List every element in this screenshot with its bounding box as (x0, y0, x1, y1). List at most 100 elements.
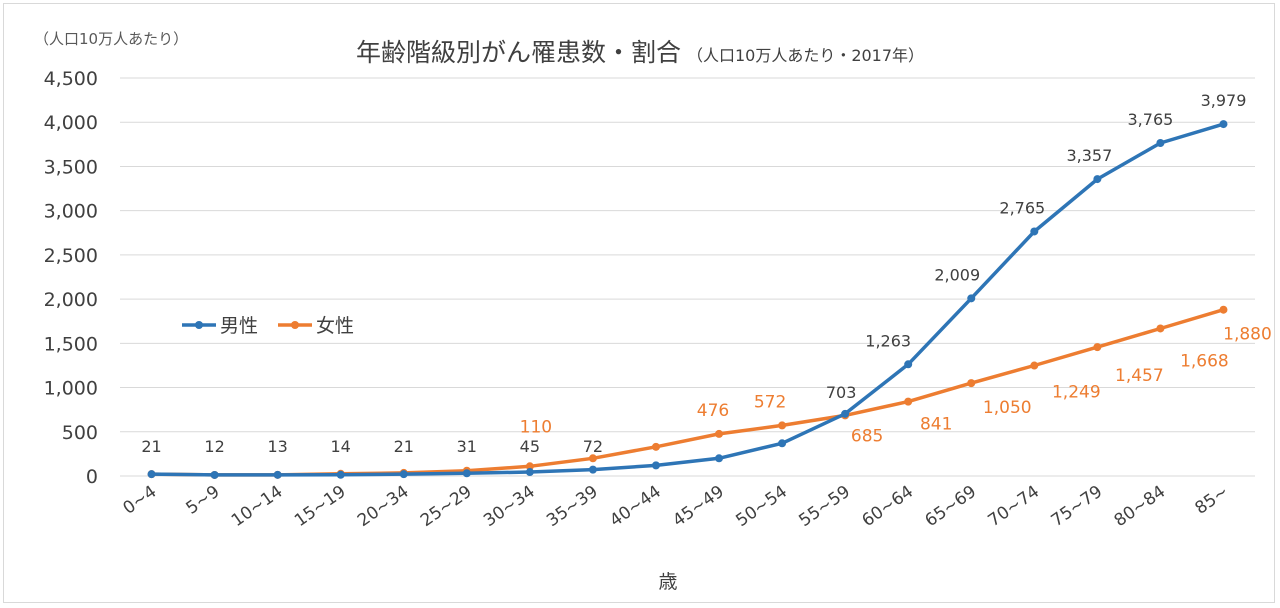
x-axis-ticks: 0~4 5~9 10~14 15~19 20~34 25~29 30~34 35~39 40~4… (120, 482, 1233, 531)
female-data-label: 1,249 (1052, 383, 1101, 403)
male-data-label: 2,009 (934, 265, 980, 284)
male-point (1156, 139, 1165, 148)
male-point (147, 470, 156, 479)
male-point (1030, 227, 1039, 236)
male-point (841, 409, 850, 418)
male-point (651, 461, 660, 470)
male-data-label: 3,765 (1128, 110, 1174, 129)
female-point (588, 454, 597, 463)
y-tick-label: 4,500 (44, 68, 98, 90)
x-axis-label: 歳 (658, 571, 677, 593)
x-tick-label: 30~34 (480, 482, 539, 531)
male-point (1219, 120, 1228, 129)
male-point (336, 470, 345, 479)
female-data-label: 110 (520, 417, 552, 437)
x-tick-label: 55~59 (795, 482, 854, 531)
male-data-label: 21 (394, 437, 414, 456)
female-data-label: 1,050 (983, 398, 1032, 418)
x-tick-label: 35~39 (543, 482, 602, 531)
y-tick-label: 4,000 (44, 112, 98, 134)
x-tick-label: 15~19 (291, 482, 350, 531)
male-data-label: 31 (457, 437, 477, 456)
series-layer (147, 120, 1228, 479)
y-tick-label: 500 (62, 422, 98, 444)
male-point (399, 470, 408, 479)
y-tick-label: 2,500 (44, 245, 98, 267)
x-tick-label: 65~69 (922, 482, 981, 531)
female-data-label: 476 (697, 401, 729, 421)
male-data-label: 12 (204, 437, 224, 456)
x-tick-label: 5~9 (183, 482, 224, 519)
female-point (1219, 305, 1228, 314)
grid-layer (120, 77, 1255, 477)
y-tick-label: 2,000 (44, 289, 98, 311)
x-tick-label: 85~ (1191, 482, 1232, 519)
male-data-label: 703 (826, 383, 857, 402)
x-tick-label: 50~54 (732, 482, 791, 531)
x-tick-label: 40~44 (606, 482, 665, 531)
female-point (525, 462, 534, 471)
x-tick-label: 75~79 (1048, 482, 1107, 531)
x-tick-label: 70~74 (985, 482, 1044, 531)
male-data-label: 3,979 (1201, 91, 1247, 110)
male-data-label: 13 (267, 437, 287, 456)
female-data-label: 841 (920, 415, 952, 435)
legend-label: 女性 (316, 315, 354, 337)
legend-marker (291, 321, 299, 329)
female-point (778, 421, 787, 430)
female-point (651, 442, 660, 451)
legend-marker (195, 321, 203, 329)
legend: 男性 女性 (182, 315, 354, 337)
male-point (904, 360, 913, 369)
unit-label: （人口10万人あたり） (34, 30, 188, 48)
y-axis-ticks: 0 500 1,000 1,500 2,000 2,500 3,000 3,500 4,000 4… (44, 68, 98, 488)
chart-title-main: 年齢階級別がん罹患数・割合 (356, 38, 681, 67)
data-labels: 21 12 13 14 21 31 45 72 703 1,263 2,009 2,765 3,357 3… (141, 91, 1271, 456)
male-point (273, 470, 282, 479)
female-data-label: 1,880 (1223, 325, 1272, 345)
female-point (967, 379, 976, 388)
male-data-label: 72 (583, 437, 603, 456)
x-tick-label: 80~84 (1111, 482, 1170, 531)
chart-subtitle: （人口10万人あたり・2017年） (687, 46, 924, 65)
female-data-label: 1,668 (1180, 351, 1229, 371)
male-point (525, 468, 534, 477)
y-tick-label: 0 (86, 466, 98, 488)
male-point (210, 470, 219, 479)
male-point (715, 454, 724, 463)
female-point (904, 397, 913, 406)
female-point (1156, 324, 1165, 333)
x-tick-label: 20~34 (354, 482, 413, 531)
x-tick-label: 25~29 (417, 482, 476, 531)
female-data-label: 1,457 (1115, 366, 1164, 386)
x-tick-label: 45~49 (669, 482, 728, 531)
x-tick-label: 0~4 (120, 482, 161, 519)
male-point (778, 439, 787, 448)
male-data-label: 14 (331, 437, 351, 456)
female-point (1093, 343, 1102, 352)
y-tick-label: 1,500 (44, 333, 98, 355)
male-point (588, 465, 597, 474)
male-point (462, 469, 471, 478)
female-data-label: 685 (851, 426, 883, 446)
male-series-line (149, 122, 1226, 477)
x-tick-label: 10~14 (228, 482, 287, 531)
female-point (1030, 361, 1039, 370)
y-tick-label: 3,000 (44, 201, 98, 223)
male-data-label: 1,263 (865, 331, 911, 350)
male-data-label: 2,765 (999, 198, 1045, 217)
chart-frame (3, 3, 1275, 603)
male-point (967, 294, 976, 303)
y-tick-label: 1,000 (44, 378, 98, 400)
female-point (715, 429, 724, 438)
male-point (1093, 175, 1102, 184)
male-data-label: 3,357 (1066, 146, 1112, 165)
female-data-label: 572 (754, 392, 786, 412)
y-tick-label: 3,500 (44, 156, 98, 178)
x-tick-label: 60~64 (858, 482, 917, 531)
chart-title: 年齢階級別がん罹患数・割合 （人口10万人あたり・2017年） (356, 38, 924, 67)
male-data-label: 45 (520, 437, 540, 456)
male-data-label: 21 (141, 437, 161, 456)
legend-label: 男性 (220, 315, 258, 337)
